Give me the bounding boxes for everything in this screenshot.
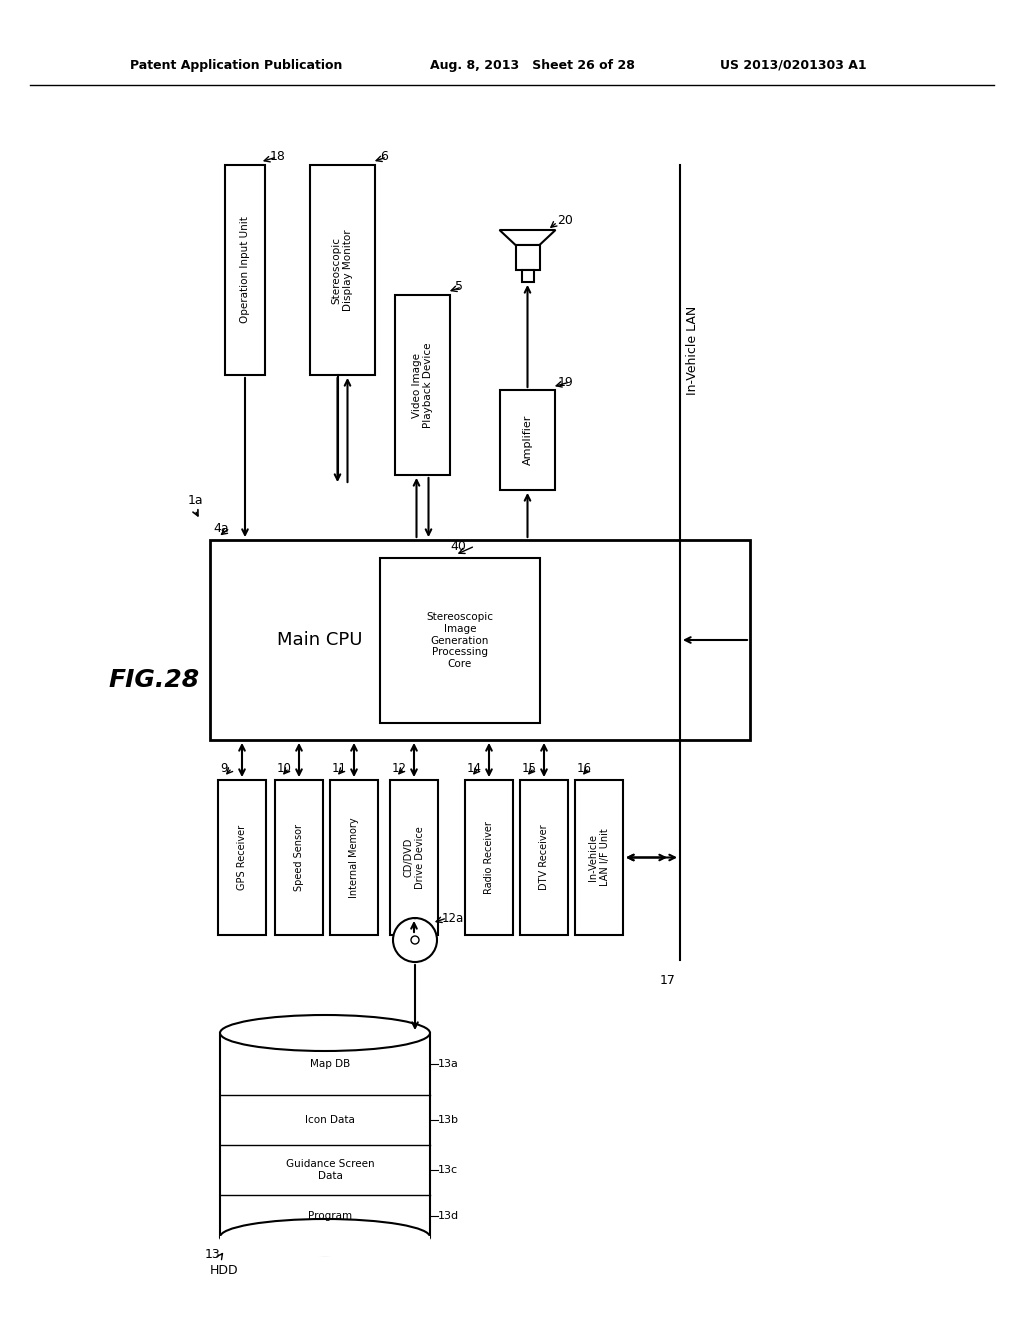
- FancyBboxPatch shape: [395, 294, 450, 475]
- FancyBboxPatch shape: [575, 780, 623, 935]
- Text: 6: 6: [380, 150, 388, 164]
- Text: Program: Program: [308, 1210, 352, 1221]
- Text: 40: 40: [450, 540, 466, 553]
- Circle shape: [393, 917, 437, 962]
- FancyBboxPatch shape: [310, 165, 375, 375]
- FancyBboxPatch shape: [500, 389, 555, 490]
- Text: 12: 12: [392, 762, 407, 775]
- Ellipse shape: [220, 1218, 430, 1255]
- Text: 9: 9: [220, 762, 227, 775]
- FancyBboxPatch shape: [380, 558, 540, 723]
- Text: CD/DVD
Drive Device: CD/DVD Drive Device: [403, 826, 425, 888]
- Text: Stereoscopic
Display Monitor: Stereoscopic Display Monitor: [332, 230, 353, 310]
- Polygon shape: [500, 230, 555, 246]
- Text: 13d: 13d: [438, 1210, 459, 1221]
- Bar: [521, 271, 534, 282]
- Bar: [220, 1034, 430, 1237]
- Text: Icon Data: Icon Data: [305, 1115, 355, 1125]
- Text: 17: 17: [660, 974, 676, 986]
- Text: 20: 20: [557, 214, 573, 227]
- Text: Operation Input Unit: Operation Input Unit: [240, 216, 250, 323]
- Text: DTV Receiver: DTV Receiver: [539, 825, 549, 890]
- FancyBboxPatch shape: [275, 780, 323, 935]
- FancyBboxPatch shape: [330, 780, 378, 935]
- Text: 10: 10: [278, 762, 292, 775]
- Text: 16: 16: [577, 762, 592, 775]
- Text: GPS Receiver: GPS Receiver: [237, 825, 247, 890]
- Text: 13: 13: [205, 1249, 221, 1262]
- Text: 14: 14: [467, 762, 482, 775]
- Circle shape: [411, 936, 419, 944]
- Ellipse shape: [220, 1015, 430, 1051]
- Text: 5: 5: [455, 281, 463, 293]
- FancyBboxPatch shape: [390, 780, 438, 935]
- Text: 15: 15: [522, 762, 537, 775]
- Text: 13a: 13a: [438, 1059, 459, 1069]
- Text: Internal Memory: Internal Memory: [349, 817, 359, 898]
- Text: Speed Sensor: Speed Sensor: [294, 824, 304, 891]
- Text: 19: 19: [558, 375, 573, 388]
- Text: 13c: 13c: [438, 1166, 458, 1175]
- Text: Aug. 8, 2013   Sheet 26 of 28: Aug. 8, 2013 Sheet 26 of 28: [430, 58, 635, 71]
- Text: Radio Receiver: Radio Receiver: [484, 821, 494, 894]
- Text: 12a: 12a: [442, 912, 464, 924]
- Text: 18: 18: [270, 150, 286, 164]
- FancyBboxPatch shape: [520, 780, 568, 935]
- Text: 13b: 13b: [438, 1115, 459, 1125]
- Text: FIG.28: FIG.28: [108, 668, 199, 692]
- Text: In-Vehicle LAN: In-Vehicle LAN: [685, 305, 698, 395]
- Text: Stereoscopic
Image
Generation
Processing
Core: Stereoscopic Image Generation Processing…: [427, 612, 494, 669]
- Text: Map DB: Map DB: [310, 1059, 350, 1069]
- Text: Amplifier: Amplifier: [522, 414, 532, 465]
- Text: Main CPU: Main CPU: [278, 631, 362, 649]
- Text: Patent Application Publication: Patent Application Publication: [130, 58, 342, 71]
- Text: Guidance Screen
Data: Guidance Screen Data: [286, 1159, 375, 1181]
- Bar: [220, 1236, 430, 1257]
- Text: HDD: HDD: [210, 1263, 239, 1276]
- Text: Video Image
Playback Device: Video Image Playback Device: [412, 342, 433, 428]
- FancyBboxPatch shape: [218, 780, 266, 935]
- Text: US 2013/0201303 A1: US 2013/0201303 A1: [720, 58, 866, 71]
- FancyBboxPatch shape: [465, 780, 513, 935]
- Text: In-Vehicle
LAN I/F Unit: In-Vehicle LAN I/F Unit: [588, 829, 610, 886]
- FancyBboxPatch shape: [210, 540, 750, 741]
- Text: 11: 11: [332, 762, 347, 775]
- Text: 4a: 4a: [213, 521, 228, 535]
- Polygon shape: [515, 246, 540, 271]
- Text: 1a: 1a: [188, 494, 204, 507]
- FancyBboxPatch shape: [225, 165, 265, 375]
